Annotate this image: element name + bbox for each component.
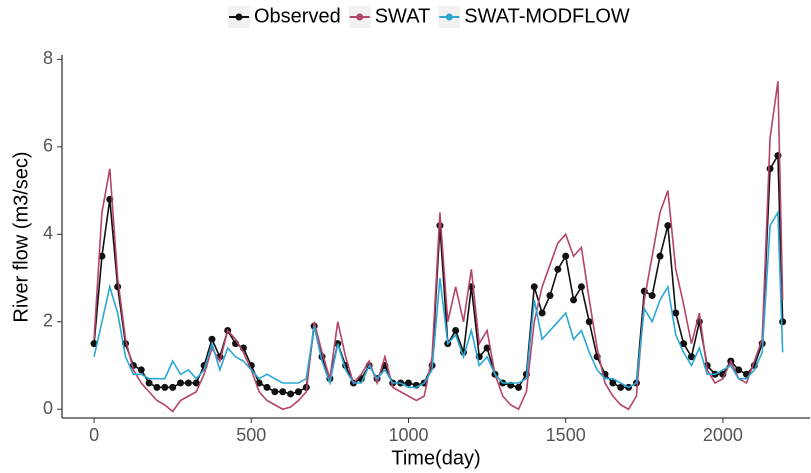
- y-tick-label: 8: [43, 48, 53, 68]
- legend-label: SWAT: [375, 5, 431, 27]
- series-line: [93, 81, 784, 413]
- data-point: [585, 318, 593, 326]
- y-tick-label: 0: [43, 398, 53, 418]
- data-point: [192, 379, 200, 387]
- data-point: [577, 283, 585, 291]
- data-point: [404, 379, 412, 387]
- x-tick-label: 2000: [703, 425, 743, 445]
- data-point: [271, 388, 279, 396]
- data-point: [735, 366, 743, 374]
- data-point: [208, 335, 216, 343]
- data-point: [609, 379, 617, 387]
- x-tick-label: 1500: [546, 425, 586, 445]
- data-point: [617, 383, 625, 391]
- data-point: [562, 252, 570, 260]
- data-point: [294, 388, 302, 396]
- y-tick-label: 6: [43, 136, 53, 156]
- data-point: [538, 309, 546, 317]
- x-tick-label: 500: [236, 425, 266, 445]
- data-point: [169, 383, 177, 391]
- data-point: [554, 265, 562, 273]
- data-point: [177, 379, 185, 387]
- data-point: [664, 222, 672, 230]
- data-point: [515, 383, 523, 391]
- data-point: [137, 366, 145, 374]
- data-point: [680, 340, 688, 348]
- y-axis-title: River flow (m3/sec): [10, 151, 32, 322]
- data-point: [161, 383, 169, 391]
- data-point: [263, 383, 271, 391]
- data-point: [648, 292, 656, 300]
- data-point: [766, 165, 774, 173]
- series-line: [93, 152, 784, 395]
- legend-label: SWAT-MODFLOW: [464, 5, 630, 27]
- data-point: [779, 318, 787, 326]
- data-point: [570, 296, 578, 304]
- data-point: [279, 388, 287, 396]
- data-point: [452, 327, 460, 335]
- data-point: [672, 309, 680, 317]
- data-point: [687, 353, 695, 361]
- data-point: [184, 379, 192, 387]
- data-point: [114, 283, 122, 291]
- data-point: [483, 344, 491, 352]
- legend-dot: [356, 13, 364, 21]
- data-point: [145, 379, 153, 387]
- x-tick-label: 1000: [388, 425, 428, 445]
- x-axis-title: Time(day): [391, 447, 480, 469]
- data-point: [656, 252, 664, 260]
- series-line: [93, 209, 784, 389]
- data-point: [546, 292, 554, 300]
- y-tick-label: 4: [43, 223, 53, 243]
- legend-label: Observed: [254, 5, 341, 27]
- y-tick-label: 2: [43, 311, 53, 331]
- data-point: [153, 383, 161, 391]
- x-tick-label: 0: [89, 425, 99, 445]
- legend-dot: [445, 13, 453, 21]
- legend-dot: [235, 13, 243, 21]
- data-point: [98, 252, 106, 260]
- data-point: [287, 390, 295, 398]
- data-point: [530, 283, 538, 291]
